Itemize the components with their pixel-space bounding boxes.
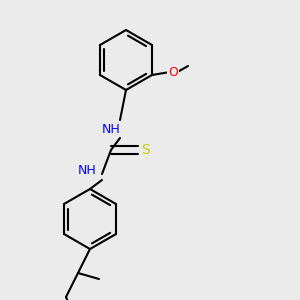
Text: NH: NH xyxy=(102,122,120,136)
Text: NH: NH xyxy=(78,164,96,178)
Text: S: S xyxy=(141,143,150,157)
Text: O: O xyxy=(168,65,178,79)
